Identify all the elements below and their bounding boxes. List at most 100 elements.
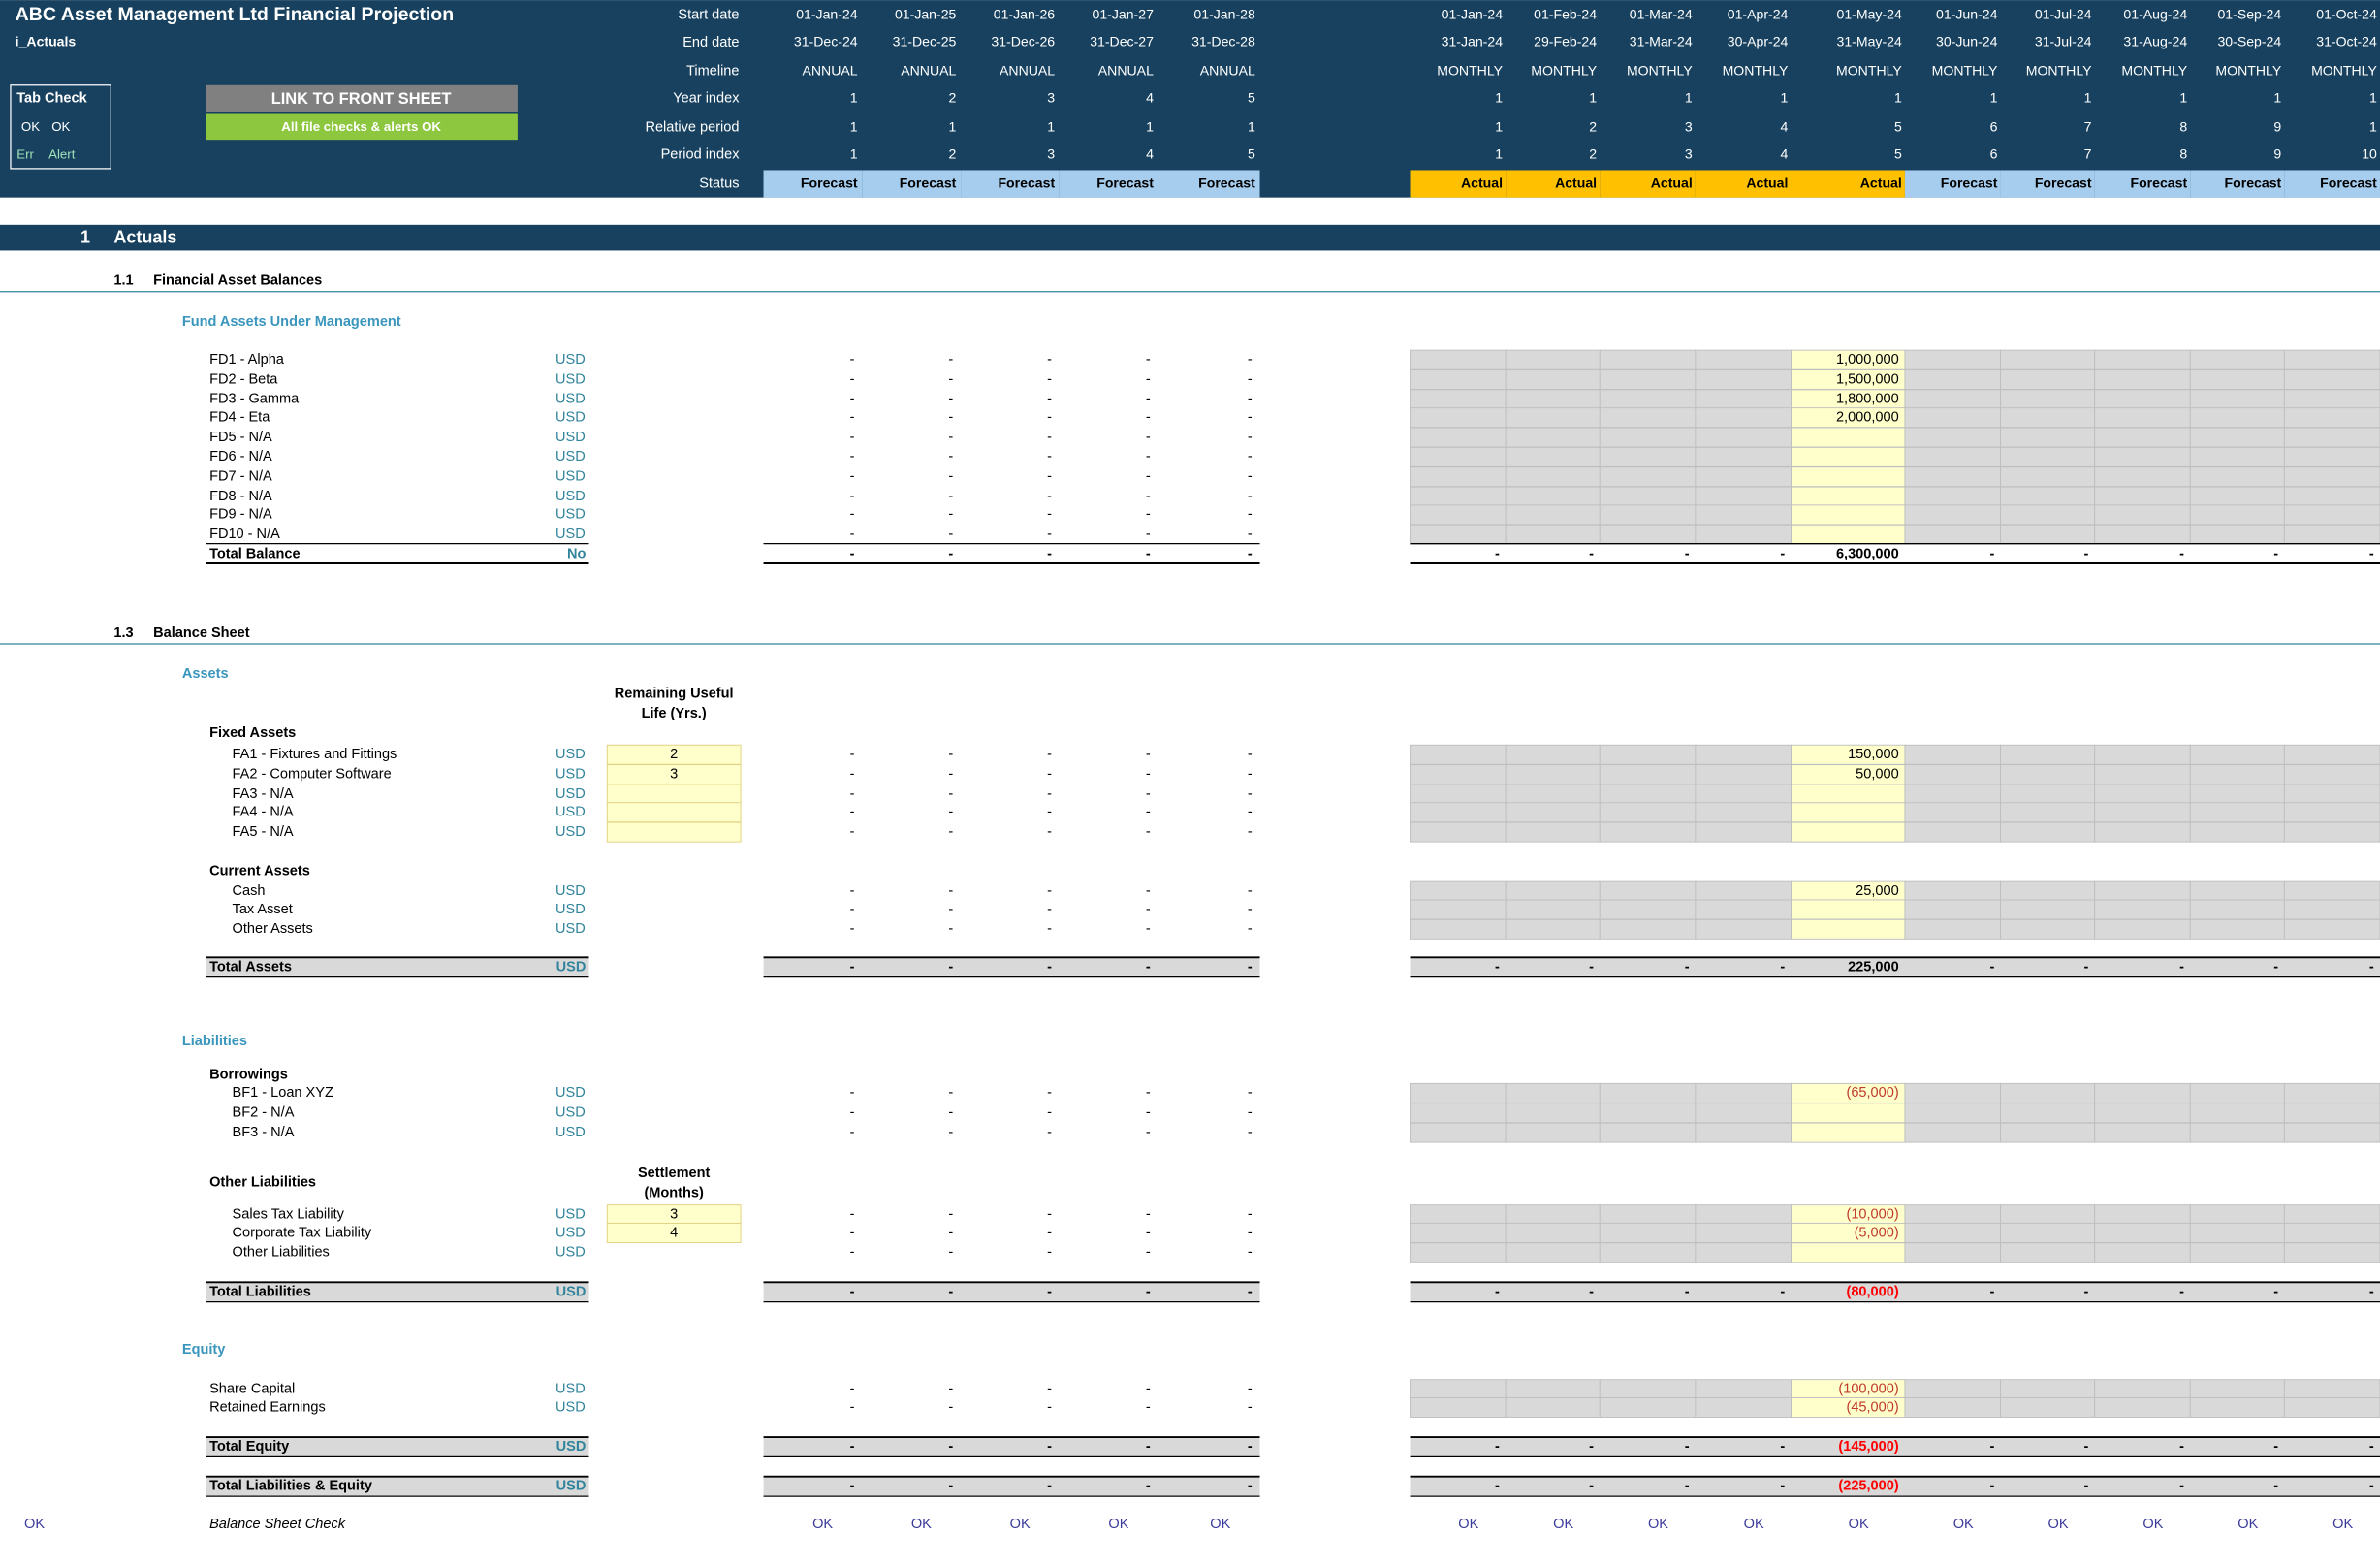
monthly-value: -	[2273, 959, 2278, 975]
annual-value: -	[948, 902, 953, 917]
input-value: 3	[670, 766, 678, 782]
monthly-value: -	[1589, 1439, 1594, 1455]
row-unit: USD	[555, 1105, 586, 1121]
annual-value: -	[1146, 546, 1151, 561]
monthly-value: -	[2369, 1479, 2374, 1494]
input-cell	[1599, 744, 1697, 765]
input-cell	[1695, 427, 1792, 448]
monthly-value: -	[2273, 1479, 2278, 1494]
monthly-value: -	[2369, 1284, 2374, 1299]
input-cell	[1904, 446, 2002, 467]
input-cell	[1791, 1103, 1906, 1124]
input-cell	[2189, 1204, 2285, 1226]
input-cell	[1904, 764, 2002, 785]
input-cell	[2000, 486, 2096, 507]
timeline-value: 6	[1990, 118, 1998, 134]
monthly-value: -	[1495, 1439, 1500, 1455]
timeline-value: 3	[1685, 146, 1693, 162]
input-cell	[1904, 1242, 2002, 1263]
input-cell	[2094, 821, 2191, 843]
timeline-label: Status	[699, 176, 739, 191]
annual-value: -	[1047, 430, 1052, 445]
subgroup-heading: Other Liabilities	[209, 1175, 316, 1191]
input-cell	[1791, 918, 1906, 940]
input-cell	[2189, 918, 2285, 940]
status-label: Actual	[1555, 175, 1597, 190]
monthly-value: (100,000)	[1838, 1382, 1898, 1397]
input-value: 4	[670, 1225, 678, 1240]
monthly-value: 225,000	[1848, 959, 1899, 975]
timeline-value: 1	[1495, 118, 1503, 134]
annual-value: -	[1146, 766, 1151, 782]
annual-value: -	[1146, 1245, 1151, 1261]
timeline-value: 01-Oct-24	[2316, 6, 2377, 21]
input-cell	[1410, 1397, 1507, 1418]
row-unit: USD	[555, 747, 586, 762]
timeline-value: 31-Dec-27	[1090, 34, 1154, 49]
input-cell	[1599, 1397, 1697, 1418]
annual-value: -	[1248, 747, 1253, 762]
annual-value: -	[1146, 1284, 1151, 1299]
annual-value: -	[850, 449, 855, 464]
monthly-value: -	[2273, 1439, 2278, 1455]
annual-value: -	[1248, 883, 1253, 899]
monthly-value: (10,000)	[1846, 1206, 1898, 1222]
check-value: OK	[1744, 1517, 1764, 1532]
timeline-value: 4	[1781, 146, 1789, 162]
input-cell	[1410, 524, 1507, 545]
group-heading: Equity	[182, 1342, 226, 1358]
input-cell	[1410, 1122, 1507, 1143]
timeline-value: MONTHLY	[1723, 62, 1789, 78]
input-cell	[2094, 899, 2191, 920]
monthly-value: -	[1589, 1479, 1594, 1494]
row-unit: USD	[555, 1399, 586, 1415]
timeline-value: ANNUAL	[1200, 62, 1255, 78]
link-button-label[interactable]: LINK TO FRONT SHEET	[271, 90, 452, 108]
row-label: Other Liabilities	[233, 1245, 330, 1261]
input-cell	[2283, 349, 2380, 370]
annual-value: -	[1248, 469, 1253, 485]
annual-value: -	[1146, 747, 1151, 762]
annual-value: -	[1248, 1439, 1253, 1455]
input-cell	[2000, 880, 2096, 902]
input-cell	[2189, 466, 2285, 488]
timeline-value: 31-May-24	[1837, 34, 1902, 49]
input-cell	[2000, 389, 2096, 410]
row-unit: USD	[555, 1125, 586, 1140]
timeline-value: 01-Jun-24	[1936, 6, 1998, 21]
input-cell	[1904, 918, 2002, 940]
total-band	[1410, 1283, 2380, 1301]
input-cell	[1695, 1103, 1792, 1124]
input-cell	[1599, 1204, 1697, 1226]
input-cell	[1505, 880, 1601, 902]
input-cell	[1904, 1082, 2002, 1103]
tab-check-alert: Alert	[48, 146, 76, 161]
annual-value: -	[948, 786, 953, 802]
monthly-value: -	[1495, 1479, 1500, 1494]
annual-value: -	[948, 469, 953, 485]
annual-value: -	[948, 1206, 953, 1222]
input-cell	[2094, 744, 2191, 765]
input-cell	[2094, 880, 2191, 902]
check-value: OK	[1648, 1517, 1668, 1532]
row-label: FD8 - N/A	[209, 489, 272, 504]
sheet-name: i_Actuals	[16, 34, 77, 49]
row-unit: USD	[555, 786, 586, 802]
annual-value: -	[1047, 921, 1052, 937]
annual-value: -	[1047, 489, 1052, 504]
input-cell	[2189, 389, 2285, 410]
monthly-value: (145,000)	[1838, 1439, 1898, 1455]
status-label: Forecast	[1096, 175, 1154, 190]
input-cell	[1599, 389, 1697, 410]
link-button[interactable]	[206, 84, 518, 112]
input-cell	[1904, 369, 2002, 391]
timeline-value: 01-Jan-28	[1193, 6, 1255, 21]
input-cell	[1599, 1082, 1697, 1103]
input-cell	[1695, 1082, 1792, 1103]
input-cell	[1410, 369, 1507, 391]
input-cell	[1505, 821, 1601, 843]
annual-value: -	[948, 1085, 953, 1101]
input-cell	[1904, 802, 2002, 823]
